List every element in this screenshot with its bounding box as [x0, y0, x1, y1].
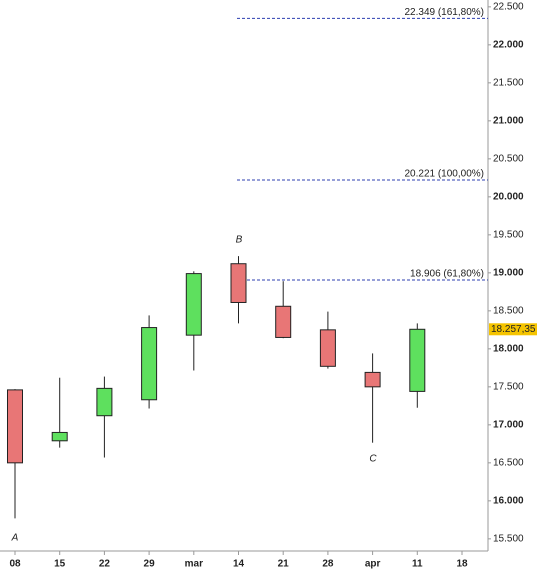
y-tick-label: 20.000: [493, 191, 524, 202]
price-tag-label: 18.257,35: [491, 324, 536, 335]
annotation: C: [369, 454, 377, 465]
x-tick-label: 29: [144, 559, 156, 570]
y-tick-label: 16.500: [493, 457, 524, 468]
y-tick-label: 20.500: [493, 153, 524, 164]
candle-body: [409, 328, 426, 392]
annotation: A: [11, 533, 19, 544]
candle-body: [319, 329, 336, 367]
candle-body: [7, 389, 23, 464]
x-tick-label: apr: [365, 559, 381, 570]
y-tick-label: 17.500: [493, 381, 524, 392]
fib-label: 20.221 (100,00%): [404, 169, 484, 180]
x-tick-label: 22: [99, 559, 111, 570]
price-tag: [489, 323, 537, 336]
y-tick-label: 18.000: [493, 343, 524, 354]
candle-body: [51, 431, 68, 442]
fib-label: 22.349 (161,80%): [404, 7, 484, 18]
candle-body: [275, 305, 292, 338]
y-tick-label: 17.000: [493, 419, 524, 430]
candle-body: [96, 387, 113, 417]
candle-body: [364, 371, 381, 388]
y-tick-label: 22.500: [493, 1, 524, 12]
x-tick-label: 14: [233, 559, 245, 570]
x-tick-label: 28: [322, 559, 334, 570]
x-tick-label: mar: [185, 559, 203, 570]
x-tick-label: 11: [412, 559, 423, 570]
x-tick-label: 21: [278, 559, 290, 570]
y-tick-label: 21.000: [493, 115, 524, 126]
candle-body: [141, 327, 158, 401]
fib-label: 18.906 (61,80%): [410, 269, 484, 280]
annotation: B: [236, 235, 243, 246]
y-tick-label: 18.500: [493, 305, 524, 316]
y-tick-label: 19.500: [493, 229, 524, 240]
x-tick-label: 15: [54, 559, 66, 570]
y-tick-label: 15.500: [493, 533, 524, 544]
y-tick-label: 21.500: [493, 77, 524, 88]
x-tick-label: 18: [456, 559, 468, 570]
candle-body: [185, 273, 202, 336]
y-tick-label: 19.000: [493, 267, 524, 278]
y-tick-label: 22.000: [493, 39, 524, 50]
x-tick-label: 08: [9, 559, 21, 570]
y-tick-label: 16.000: [493, 495, 524, 506]
candle-body: [230, 263, 247, 303]
